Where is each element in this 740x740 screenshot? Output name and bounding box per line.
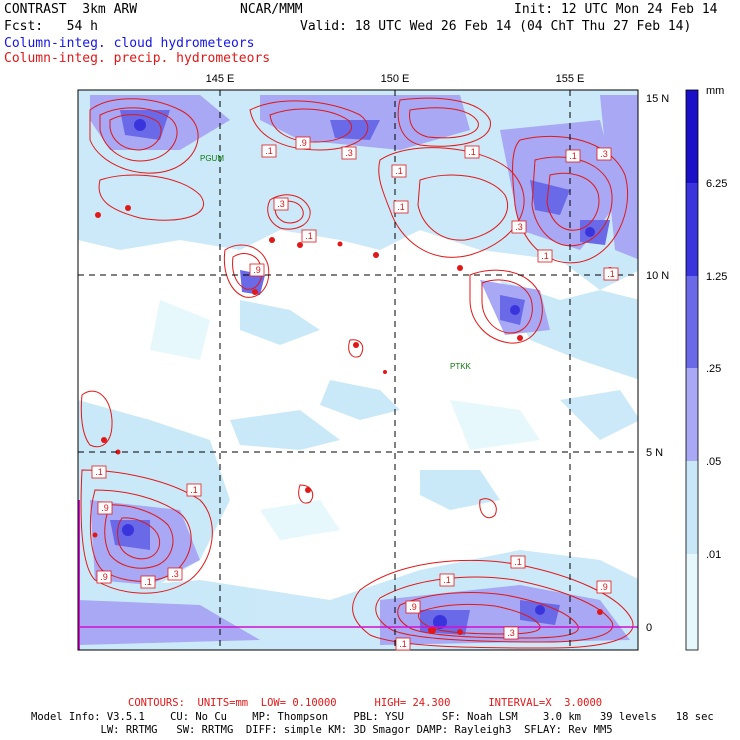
contour-label: .1 [305, 231, 313, 241]
colorbar-swatch-2 [686, 461, 698, 554]
contour-label-box [295, 136, 311, 150]
contour-label-box [301, 229, 317, 243]
contour-label: .1 [265, 146, 273, 156]
contour-label: .1 [190, 485, 198, 495]
colorbar-tick-.01: .01 [706, 549, 721, 561]
lon-label-145: 145 E [206, 73, 235, 85]
valid-time: Valid: 18 UTC Wed 26 Feb 14 (04 ChT Thu … [300, 19, 692, 34]
init-time: Init: 12 UTC Mon 24 Feb 14 [514, 2, 718, 17]
contour-label: .1 [541, 251, 549, 261]
contour-label: .9 [100, 572, 108, 582]
map-frame [77, 89, 639, 651]
contour-label: .3 [171, 569, 179, 579]
colorbar-unit: mm [706, 85, 724, 97]
contour-label-box [273, 197, 289, 211]
contour-label: .1 [397, 202, 405, 212]
colorbar-tick-1.25: 1.25 [706, 271, 727, 283]
model-info-line2: LW: RRTMG SW: RRTMG DIFF: simple KM: 3D … [31, 724, 613, 736]
contour-label: .3 [277, 199, 285, 209]
contour-label-box [439, 573, 455, 587]
contour-label-box [167, 567, 183, 581]
lat-label-0: 0 [646, 622, 652, 634]
contour-label-box [596, 147, 612, 161]
contours-info: CONTOURS: UNITS=mm LOW= 0.10000 HIGH= 24… [128, 697, 603, 709]
contour-label-box [186, 483, 202, 497]
station-pgum: PGUM [200, 154, 224, 163]
lon-label-150: 150 E [381, 73, 410, 85]
contour-label: .3 [515, 222, 523, 232]
contour-label-box [140, 575, 156, 589]
cloud-field-label: Column-integ. cloud hydrometeors [4, 36, 255, 51]
contour-label: .1 [95, 467, 103, 477]
precip-field-label: Column-integ. precip. hydrometeors [4, 51, 271, 66]
contour-label: .3 [600, 149, 608, 159]
contour-label: .9 [600, 582, 608, 592]
station-ptkk: PTKK [450, 362, 472, 371]
contour-label-box [510, 555, 526, 569]
contour-label: .9 [101, 503, 109, 513]
contour-label-box [511, 220, 527, 234]
organization-label: NCAR/MMM [240, 2, 303, 17]
model-info-line1: Model Info: V3.5.1 CU: No Cu MP: Thompso… [31, 711, 714, 723]
lat-label-5n: 5 N [646, 447, 663, 459]
contour-label-box [261, 144, 277, 158]
contour-label-box [91, 465, 107, 479]
contour-label-box [565, 149, 581, 163]
contour-label-box [603, 267, 619, 281]
contour-label: .1 [607, 269, 615, 279]
contour-label-box [341, 146, 357, 160]
contour-label: .3 [507, 628, 515, 638]
lon-label-155: 155 E [556, 73, 585, 85]
contour-label: .1 [468, 147, 476, 157]
contour-label-box [464, 145, 480, 159]
contour-label-box [405, 600, 421, 614]
contour-label-box [96, 570, 112, 584]
hydrometeor-shading [78, 90, 638, 650]
forecast-hour: Fcst: 54 h [4, 19, 98, 34]
contour-label-box [97, 501, 113, 515]
contour-label: .3 [345, 148, 353, 158]
colorbar-swatch-6 [686, 90, 698, 183]
contour-label-box [391, 164, 407, 178]
contour-label: .1 [514, 557, 522, 567]
contour-label: .9 [299, 138, 307, 148]
contour-label: .1 [399, 639, 407, 649]
colorbar-swatch-5 [686, 183, 698, 276]
model-title: CONTRAST 3km ARW [4, 2, 138, 17]
contour-label-box [249, 263, 265, 277]
lat-label-10n: 10 N [646, 270, 669, 282]
colorbar-tick-.25: .25 [706, 363, 721, 375]
contour-label-box [395, 637, 411, 651]
colorbar-tick-.05: .05 [706, 456, 721, 468]
contour-label-box [503, 626, 519, 640]
lat-label-15n: 15 N [646, 93, 669, 105]
contour-label: .9 [409, 602, 417, 612]
colorbar-swatch-3 [686, 368, 698, 461]
contour-label-box [537, 249, 553, 263]
contour-label: .1 [569, 151, 577, 161]
contour-label: .1 [443, 575, 451, 585]
contour-label: .9 [253, 265, 261, 275]
contour-label: .1 [144, 577, 152, 587]
contour-value-labels: .1 .9 .3 .1 .3 .1 .9 .1 .1 .3 .1 .3 .1 .1 .9 .1 .9 .1 .3 .1… [91, 136, 619, 651]
contour-label-box [393, 200, 409, 214]
colorbar-tick-6.25: 6.25 [706, 178, 727, 190]
colorbar-swatch-1 [686, 554, 698, 650]
contour-label-box [596, 580, 612, 594]
colorbar-swatch-4 [686, 276, 698, 368]
colorbar: mm 6.25 1.25 .25 .05 .01 [685, 85, 727, 651]
contour-label: .1 [395, 166, 403, 176]
